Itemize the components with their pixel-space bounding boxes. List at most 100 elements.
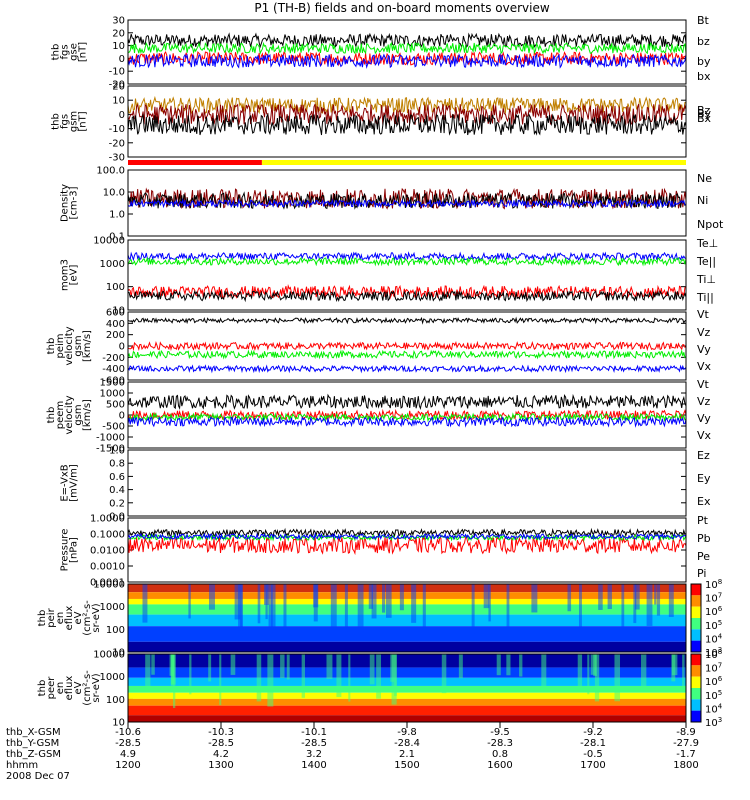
y-axis-label: eflux [64, 676, 75, 701]
y-tick-label: -1500 [96, 444, 125, 455]
colorbar-segment [691, 710, 701, 722]
y-tick-label: 0.0010 [90, 562, 125, 573]
spectrogram-band [128, 705, 686, 716]
y-axis-label: fgs [60, 44, 71, 59]
spectrogram-streak [598, 584, 603, 610]
y-axis-label: E=-VxB [60, 464, 71, 501]
spectrogram-streak [265, 584, 268, 620]
panel-frame [127, 19, 687, 85]
spectrogram-streak [381, 584, 386, 613]
x-gsm-value: -10.1 [301, 727, 327, 738]
legend-entry: Pe [697, 550, 710, 563]
legend-entry: Bx [697, 112, 712, 125]
colorbar-segment [691, 584, 701, 596]
y-tick-label: 0.1 [109, 232, 125, 243]
series-line [127, 535, 687, 556]
legend-entry: Pi [697, 567, 706, 580]
series-line [127, 364, 687, 374]
y-axis-label: thb [51, 113, 62, 130]
y-axis-label: thb [46, 407, 57, 424]
y-axis-label: [mV/m] [69, 464, 80, 502]
legend-entry: Vx [697, 360, 712, 373]
z-gsm-value: 4.9 [120, 749, 136, 760]
y-axis-label: fgs [60, 114, 71, 129]
y-tick-label: 0 [119, 110, 125, 121]
x-gsm-value: -10.3 [208, 727, 234, 738]
y-gsm-value: -27.9 [673, 738, 699, 749]
y-axis-label: en [55, 682, 66, 695]
y-tick-label: 1000 [100, 602, 125, 613]
spectrogram-band [128, 598, 686, 605]
colorbar-segment [691, 595, 701, 607]
spectrogram-streak [519, 654, 523, 677]
y-axis-label: peir [46, 607, 57, 627]
y-tick-label: 10000 [93, 236, 125, 247]
spectrogram-streak [188, 584, 191, 619]
panel-frame [127, 517, 687, 583]
spectrogram-streak [641, 654, 647, 690]
y-gsm-value: -28.3 [487, 738, 513, 749]
z-gsm-value: 3.2 [306, 749, 322, 760]
spectrogram-streak [357, 584, 364, 632]
y-axis-label: sr-eV) [91, 673, 102, 702]
colorbar-segment [691, 676, 701, 688]
y-tick-label: 20 [112, 82, 125, 93]
spectrogram-band [128, 698, 686, 706]
spectrogram-band [128, 667, 686, 678]
spectrogram-streak [172, 654, 176, 709]
spectrogram-streak [578, 584, 582, 635]
colorbar-label: 106 [705, 605, 723, 618]
y-tick-label: -1000 [96, 433, 125, 444]
y-axis-label: thb [37, 680, 48, 697]
spectrogram-streak [313, 584, 319, 608]
spectrogram-streak [587, 654, 590, 695]
legend-entry: Ti⊥ [696, 273, 716, 286]
y-tick-label: 1.0000 [90, 514, 125, 525]
spectrogram-streak [594, 654, 600, 702]
y-tick-label: 0.6 [109, 472, 125, 483]
y-axis-label: gsm [73, 335, 84, 356]
spectrogram-streak [458, 654, 463, 679]
spectrogram-streak [656, 584, 661, 616]
legend-entry: Vy [697, 343, 711, 356]
y-gsm-value: -28.5 [115, 738, 141, 749]
y-tick-label: -30 [109, 153, 125, 164]
y-tick-label: 30 [112, 16, 125, 27]
y-tick-label: 500 [106, 400, 125, 411]
z-gsm-value: 4.2 [213, 749, 229, 760]
spectrogram-streak [483, 584, 490, 609]
legend-entry: Pt [697, 514, 709, 527]
colorbar-frame [690, 653, 702, 723]
y-tick-label: 0.4 [109, 485, 125, 496]
y-axis-label: en [55, 612, 66, 625]
y-tick-label: -200 [102, 353, 125, 364]
colorbar-label: 108 [705, 578, 722, 591]
spectrogram-streak [654, 584, 657, 605]
spectrogram-streak [145, 654, 151, 690]
y-axis-label: velocity [64, 326, 75, 365]
legend-entry: Vt [697, 378, 710, 391]
hhmm-label: 1500 [394, 760, 419, 771]
spectrogram-band [128, 677, 686, 686]
y-axis-label: thb [37, 610, 48, 627]
y-tick-label: 10 [112, 306, 125, 317]
y-axis-label: mom3 [60, 259, 71, 291]
spectrogram-streak [371, 584, 377, 619]
colorbar-segment [691, 688, 701, 700]
spectrogram-streak [646, 584, 653, 626]
spectrogram-streak [280, 654, 285, 679]
y-tick-label: 0.1000 [90, 530, 125, 541]
y-axis-label: thb [51, 44, 62, 61]
spectrogram-streak [142, 584, 148, 623]
y-tick-label: 600 [106, 308, 125, 319]
y-gsm-value: -28.4 [394, 738, 420, 749]
spectrogram-streak [151, 654, 155, 675]
spectrogram-streak [577, 654, 583, 690]
spectrogram-streak [267, 654, 274, 707]
y-tick-label: -10 [109, 67, 125, 78]
spectrogram-streak [283, 584, 287, 630]
spectrogram-band [128, 692, 686, 699]
legend-entry: Ez [697, 449, 710, 462]
spectrogram-streak [621, 584, 625, 632]
